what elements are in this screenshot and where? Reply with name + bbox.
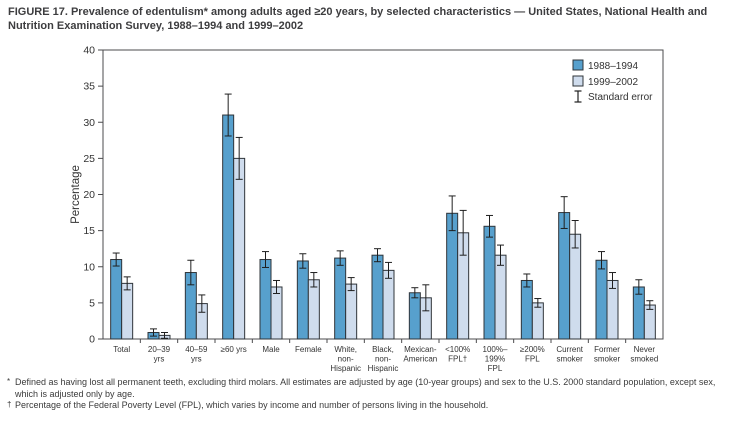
x-category-label: ≥60 yrs — [221, 345, 247, 354]
footnote-fpl: † Percentage of the Federal Poverty Level… — [6, 400, 730, 412]
bar-1999–2002 — [382, 269, 395, 340]
x-category-label: Current smoker — [556, 345, 583, 364]
bar-1988–1994 — [408, 292, 421, 340]
y-axis-title: Percentage — [70, 165, 82, 224]
footnote-marker-asterisk: * — [7, 377, 11, 386]
y-tick-label: 30 — [83, 117, 95, 129]
x-category-label: Former smoker — [594, 345, 621, 364]
y-tick-label: 35 — [83, 81, 95, 93]
figure-title: FIGURE 17. Prevalence of edentulism* amo… — [8, 6, 708, 32]
footnote-marker-dagger: † — [7, 400, 12, 409]
x-category-label: Total — [113, 345, 130, 354]
bar-1999–2002 — [531, 302, 544, 340]
y-tick-label: 25 — [83, 153, 95, 165]
y-tick-label: 10 — [83, 261, 95, 273]
y-tick-label: 5 — [89, 297, 95, 309]
x-category-label: Never smoked — [630, 345, 658, 364]
y-tick-label: 0 — [89, 334, 95, 346]
x-category-label: <100% FPL† — [445, 345, 470, 364]
bar-1988–1994 — [446, 212, 459, 340]
y-tick-label: 20 — [83, 189, 95, 201]
bar-1988–1994 — [222, 114, 235, 340]
bar-1988–1994 — [632, 286, 645, 340]
x-category-label: 20–39 yrs — [148, 345, 171, 364]
legend-error-label: Standard error — [588, 92, 653, 103]
footnotes: * Defined as having lost all permanent te… — [6, 377, 730, 412]
bar-1999–2002 — [270, 286, 283, 340]
footnote-text: Percentage of the Federal Poverty Level … — [15, 400, 489, 410]
footnote-text: Defined as having lost all permanent tee… — [15, 377, 716, 399]
bar-1999–2002 — [233, 157, 246, 340]
bar-1988–1994 — [110, 259, 123, 340]
x-category-label: Female — [295, 345, 322, 354]
bar-1988–1994 — [558, 212, 571, 340]
bar-1999–2002 — [494, 254, 507, 340]
bar-1999–2002 — [121, 282, 134, 340]
x-category-label: Black, non-Hispanic — [368, 345, 399, 373]
legend-swatch-1999–2002 — [572, 75, 584, 87]
bar-1988–1994 — [296, 260, 309, 340]
x-category-label: White, non-Hispanic — [330, 345, 361, 373]
x-category-label: ≥200% FPL — [520, 345, 545, 364]
bar-1999–2002 — [643, 304, 656, 340]
bar-1988–1994 — [334, 257, 347, 340]
bar-1988–1994 — [371, 254, 384, 340]
x-category-label: Male — [262, 345, 280, 354]
x-category-label: Mexican-American — [403, 345, 437, 364]
footnote-definition: * Defined as having lost all permanent te… — [6, 377, 730, 400]
legend-swatch-1988–1994 — [572, 59, 584, 71]
bar-1999–2002 — [307, 279, 320, 340]
bar-1988–1994 — [595, 259, 608, 340]
x-category-label: 40–59 yrs — [185, 345, 208, 364]
bar-1999–2002 — [606, 279, 619, 340]
bar-1999–2002 — [345, 283, 358, 340]
legend-label: 1988–1994 — [588, 61, 638, 72]
x-category-label: 100%– 199% FPL — [483, 345, 508, 373]
bar-1988–1994 — [483, 225, 496, 340]
bar-1988–1994 — [520, 279, 533, 340]
bar-1988–1994 — [259, 259, 272, 340]
y-tick-label: 15 — [83, 225, 95, 237]
bar-1999–2002 — [569, 233, 582, 340]
legend-label: 1999–2002 — [588, 77, 638, 88]
y-tick-label: 40 — [83, 45, 95, 57]
